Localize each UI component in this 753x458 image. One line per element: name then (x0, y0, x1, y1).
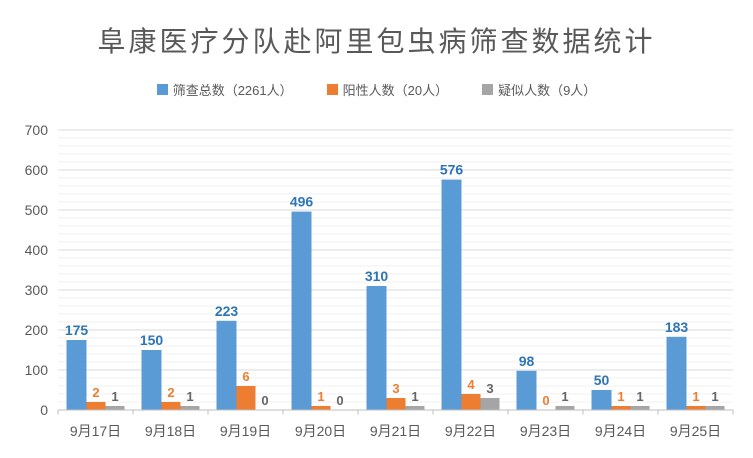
y-axis-tick-label: 0 (40, 402, 48, 418)
y-axis-tick-label: 200 (25, 322, 49, 338)
bar-s0-c2 (216, 320, 237, 410)
data-label-s0-c8: 183 (665, 319, 689, 335)
x-axis-category-label: 9月23日 (520, 423, 571, 439)
x-axis-category-label: 9月22日 (445, 423, 496, 439)
legend-label-suspected: 疑似人数（9人） (498, 83, 597, 98)
bar-s2-c6 (555, 406, 575, 410)
bar-s1-c2 (236, 386, 256, 410)
y-axis-tick-label: 700 (25, 122, 49, 138)
bar-s0-c0 (66, 340, 87, 410)
data-label-s2-c4: 1 (411, 389, 418, 404)
legend-swatch-suspected (482, 84, 494, 95)
legend-item-screened-total: 筛查总数（2261人） (156, 80, 293, 99)
data-label-s2-c0: 1 (111, 389, 118, 404)
data-label-s0-c5: 576 (440, 162, 464, 178)
data-label-s1-c8: 1 (692, 389, 699, 404)
data-label-s2-c8: 1 (711, 389, 718, 404)
data-label-s0-c3: 496 (290, 194, 314, 210)
data-label-s0-c2: 223 (215, 303, 239, 319)
bar-s0-c1 (141, 350, 162, 410)
legend: 筛查总数（2261人） 阳性人数（20人） 疑似人数（9人） (0, 80, 753, 99)
data-label-s1-c4: 3 (392, 381, 399, 396)
legend-label-screened-total: 筛查总数（2261人） (172, 83, 293, 98)
data-label-s1-c3: 1 (317, 389, 324, 404)
bar-s0-c5 (441, 179, 462, 410)
data-label-s2-c6: 1 (561, 389, 568, 404)
bar-s2-c0 (105, 406, 125, 410)
legend-label-positive: 阳性人数（20人） (342, 83, 449, 98)
x-axis-category-label: 9月19日 (220, 423, 271, 439)
x-axis-category-label: 9月18日 (145, 423, 196, 439)
data-label-s0-c6: 98 (519, 353, 535, 369)
x-axis-category-label: 9月21日 (370, 423, 421, 439)
bar-s1-c7 (611, 406, 631, 410)
y-axis-tick-label: 500 (25, 202, 49, 218)
data-label-s0-c1: 150 (140, 332, 164, 348)
data-label-s1-c0: 2 (92, 385, 99, 400)
bar-s1-c5 (461, 394, 481, 410)
bar-s2-c8 (705, 406, 725, 410)
data-label-s2-c3: 0 (336, 393, 343, 408)
bar-s2-c4 (405, 406, 425, 410)
x-axis-category-label: 9月20日 (295, 423, 346, 439)
bar-s0-c7 (591, 390, 612, 410)
bar-s1-c3 (311, 406, 331, 410)
data-label-s1-c5: 4 (467, 377, 475, 392)
x-axis-category-label: 9月25日 (670, 423, 721, 439)
data-label-s1-c1: 2 (167, 385, 174, 400)
data-label-s2-c7: 1 (636, 389, 643, 404)
bar-s1-c0 (86, 402, 106, 410)
y-axis-tick-label: 600 (25, 162, 49, 178)
bar-s2-c5 (480, 398, 500, 410)
data-label-s1-c6: 0 (542, 393, 549, 408)
y-axis-tick-label: 300 (25, 282, 49, 298)
bar-s0-c4 (366, 286, 387, 410)
bar-s1-c1 (161, 402, 181, 410)
legend-item-suspected: 疑似人数（9人） (482, 80, 596, 99)
bar-s2-c7 (630, 406, 650, 410)
x-axis-category-label: 9月17日 (70, 423, 121, 439)
data-label-s0-c7: 50 (594, 372, 610, 388)
bar-s0-c8 (666, 336, 687, 410)
legend-swatch-positive (326, 84, 338, 95)
bar-s1-c4 (386, 398, 406, 410)
data-label-s1-c7: 1 (617, 389, 624, 404)
data-label-s2-c1: 1 (186, 389, 193, 404)
data-label-s0-c0: 175 (65, 322, 89, 338)
bar-s0-c6 (516, 370, 537, 410)
chart-title: 阜康医疗分队赴阿里包虫病筛查数据统计 (97, 27, 656, 58)
data-label-s1-c2: 6 (242, 369, 249, 384)
bar-s0-c3 (291, 211, 312, 410)
data-label-s2-c2: 0 (261, 393, 268, 408)
y-axis-tick-label: 100 (25, 362, 49, 378)
legend-swatch-screened-total (156, 84, 168, 95)
bar-s1-c8 (686, 406, 706, 410)
bar-s2-c1 (180, 406, 200, 410)
x-axis-category-label: 9月24日 (595, 423, 646, 439)
y-axis-tick-label: 400 (25, 242, 49, 258)
data-label-s2-c5: 3 (486, 381, 493, 396)
legend-item-positive: 阳性人数（20人） (326, 80, 449, 99)
data-label-s0-c4: 310 (365, 268, 389, 284)
